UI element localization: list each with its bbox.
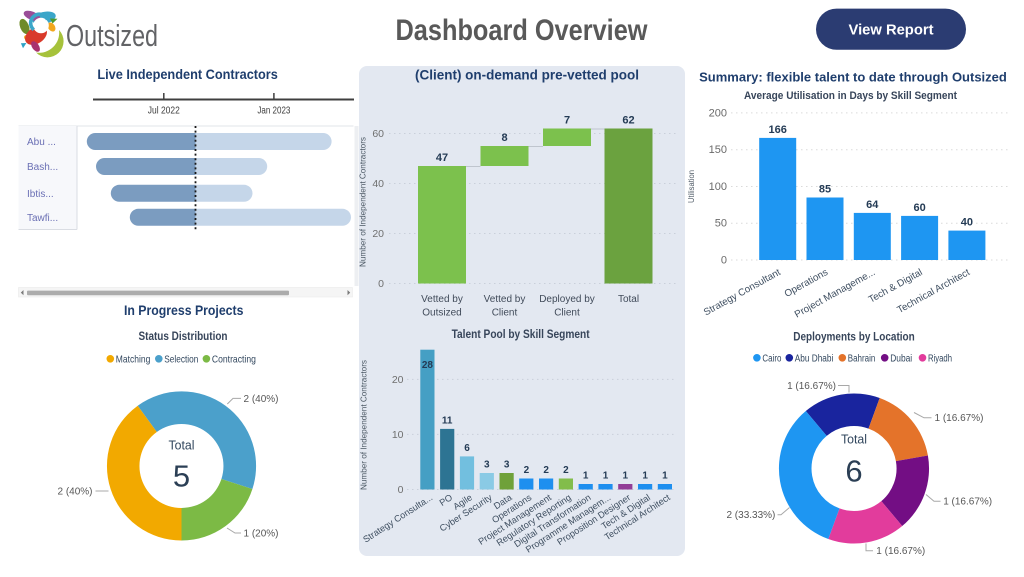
svg-text:(Client) on-demand pre-vetted: (Client) on-demand pre-vetted pool — [415, 68, 639, 83]
svg-text:2: 2 — [563, 465, 569, 476]
svg-text:2 (40%): 2 (40%) — [244, 394, 279, 405]
svg-text:64: 64 — [866, 199, 879, 211]
svg-text:7: 7 — [564, 115, 570, 127]
svg-text:20: 20 — [392, 374, 404, 386]
svg-text:Riyadh: Riyadh — [928, 353, 952, 364]
svg-text:Vetted by: Vetted by — [421, 294, 463, 305]
svg-text:2 (40%): 2 (40%) — [57, 487, 92, 498]
svg-text:Dashboard Overview: Dashboard Overview — [396, 14, 649, 47]
svg-text:2: 2 — [524, 465, 530, 476]
svg-text:2 (33.33%): 2 (33.33%) — [726, 510, 775, 521]
svg-text:0: 0 — [721, 255, 727, 267]
svg-text:0: 0 — [398, 484, 404, 496]
svg-text:40: 40 — [961, 217, 973, 229]
svg-text:Number of Independent Contract: Number of Independent Contractors — [360, 360, 369, 490]
svg-text:10: 10 — [392, 429, 404, 441]
svg-text:Average Utilisation in Days by: Average Utilisation in Days by Skill Seg… — [744, 90, 957, 102]
svg-text:200: 200 — [709, 107, 727, 119]
svg-text:Selection: Selection — [164, 353, 198, 365]
svg-text:47: 47 — [436, 152, 448, 164]
svg-text:1 (16.67%): 1 (16.67%) — [935, 413, 984, 424]
svg-text:Client: Client — [492, 308, 518, 319]
svg-text:8: 8 — [501, 132, 507, 144]
svg-text:60: 60 — [372, 128, 384, 140]
svg-text:Bahrain: Bahrain — [848, 353, 876, 364]
svg-text:1 (16.67%): 1 (16.67%) — [943, 497, 992, 508]
svg-text:1: 1 — [623, 471, 629, 482]
svg-text:60: 60 — [913, 202, 925, 214]
svg-text:28: 28 — [422, 360, 434, 371]
svg-text:6: 6 — [464, 443, 470, 454]
svg-text:Total: Total — [169, 439, 195, 453]
svg-text:150: 150 — [709, 144, 727, 156]
svg-text:Total: Total — [618, 294, 639, 305]
svg-text:Bash...: Bash... — [27, 162, 58, 173]
svg-text:Outsized: Outsized — [66, 18, 158, 53]
svg-text:Jan 2023: Jan 2023 — [257, 105, 290, 117]
svg-text:Deployments by Location: Deployments by Location — [793, 332, 915, 344]
svg-text:166: 166 — [769, 124, 787, 136]
svg-text:1: 1 — [642, 471, 648, 482]
svg-text:Abu ...: Abu ... — [27, 137, 56, 148]
svg-text:Cairo: Cairo — [762, 353, 781, 364]
svg-text:Total: Total — [841, 433, 867, 447]
svg-text:Ibtis...: Ibtis... — [27, 189, 54, 200]
svg-text:Tawfi...: Tawfi... — [27, 213, 58, 224]
svg-text:Dubai: Dubai — [890, 353, 912, 364]
svg-text:50: 50 — [715, 218, 727, 230]
svg-text:Client: Client — [554, 308, 580, 319]
svg-text:View Report: View Report — [849, 22, 934, 39]
svg-text:Contracting: Contracting — [212, 353, 256, 365]
svg-text:Live Independent Contractors: Live Independent Contractors — [97, 66, 278, 82]
svg-text:1: 1 — [603, 471, 609, 482]
svg-text:1: 1 — [662, 471, 668, 482]
svg-text:85: 85 — [819, 184, 831, 196]
svg-text:5: 5 — [173, 459, 190, 494]
svg-text:Deployed by: Deployed by — [539, 294, 595, 305]
svg-text:1: 1 — [583, 471, 589, 482]
svg-text:Outsized: Outsized — [422, 308, 461, 319]
svg-text:Utilisation: Utilisation — [687, 170, 696, 203]
svg-text:2: 2 — [543, 465, 549, 476]
svg-text:3: 3 — [504, 460, 510, 471]
svg-text:Summary: flexible talent to da: Summary: flexible talent to date through… — [699, 70, 1007, 85]
svg-text:Abu Dhabi: Abu Dhabi — [795, 353, 834, 364]
svg-text:1 (16.67%): 1 (16.67%) — [876, 546, 925, 557]
svg-text:Matching: Matching — [116, 353, 151, 365]
svg-text:Status Distribution: Status Distribution — [139, 331, 228, 343]
svg-text:In Progress Projects: In Progress Projects — [124, 302, 244, 318]
svg-text:40: 40 — [372, 178, 384, 190]
svg-text:62: 62 — [622, 115, 634, 127]
svg-text:100: 100 — [709, 181, 727, 193]
svg-text:1 (16.67%): 1 (16.67%) — [787, 381, 836, 392]
svg-text:6: 6 — [845, 454, 862, 489]
svg-text:Number of Independent Contract: Number of Independent Contractors — [359, 137, 368, 267]
svg-text:20: 20 — [372, 228, 384, 240]
svg-text:1 (20%): 1 (20%) — [244, 529, 279, 540]
svg-text:3: 3 — [484, 460, 490, 471]
svg-text:Vetted by: Vetted by — [484, 294, 526, 305]
svg-text:11: 11 — [442, 415, 453, 426]
svg-text:Jul 2022: Jul 2022 — [148, 105, 180, 117]
svg-text:0: 0 — [378, 278, 384, 290]
svg-text:Talent Pool by Skill Segment: Talent Pool by Skill Segment — [452, 329, 590, 341]
